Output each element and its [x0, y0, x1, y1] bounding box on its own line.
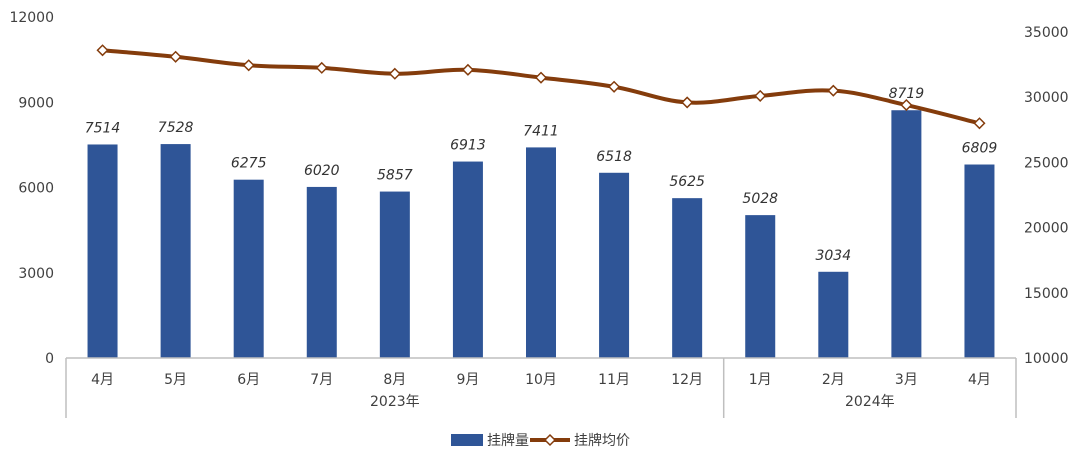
bar — [87, 144, 118, 358]
line-point-marker — [242, 59, 255, 72]
right-axis-tick-label: 20000 — [1024, 221, 1069, 237]
x-axis-category-label: 11月 — [598, 372, 630, 388]
x-axis-category-label: 12月 — [671, 372, 703, 388]
bar — [379, 191, 410, 358]
bar-value-label: 7411 — [523, 123, 559, 139]
bar-value-label: 5028 — [742, 191, 778, 207]
legend: 挂牌量 挂牌均价 — [451, 432, 630, 449]
right-axis-tick-label: 35000 — [1024, 25, 1069, 41]
line-series-path — [102, 48, 980, 126]
line-series — [96, 44, 986, 130]
bar-value-label: 7514 — [85, 120, 121, 136]
x-axis-category-label: 4月 — [968, 372, 991, 388]
x-axis-category-label: 4月 — [91, 372, 114, 388]
x-axis: 4月 5月 6月 7月 8月 9月 10月 11月 12月 1月 2月 3月 4月 2023年 2024年 — [65, 357, 1017, 418]
right-axis-tick-label: 25000 — [1024, 155, 1069, 171]
bar-value-label: 6518 — [596, 149, 632, 165]
line-point-marker — [534, 71, 548, 84]
bar-value-label: 6809 — [962, 141, 998, 157]
bar-value-label: 6275 — [231, 156, 267, 172]
bar — [160, 144, 191, 358]
x-axis-category-label: 5月 — [164, 372, 187, 388]
line-point-marker — [827, 84, 840, 97]
bar — [452, 161, 483, 358]
bar — [526, 147, 556, 358]
x-axis-category-label: 6月 — [237, 372, 260, 388]
bar-value-label: 8719 — [889, 86, 925, 102]
line-point-marker — [754, 89, 767, 102]
line-point-marker — [388, 67, 401, 80]
x-axis-group-label: 2023年 — [370, 394, 420, 410]
bar — [891, 110, 922, 359]
bar — [306, 186, 337, 358]
left-axis-tick-label: 3000 — [18, 266, 54, 282]
x-axis-category-label: 7月 — [310, 372, 333, 388]
bar — [745, 215, 776, 358]
left-axis-tick-label: 9000 — [18, 95, 54, 111]
line-point-marker — [315, 61, 328, 74]
line-point-marker — [973, 117, 986, 130]
bar — [672, 198, 703, 358]
bar-value-label: 5857 — [377, 168, 413, 184]
bar — [818, 271, 849, 358]
x-axis-category-label: 2月 — [822, 372, 845, 388]
x-axis-category-label: 1月 — [749, 372, 772, 388]
bar — [964, 164, 995, 358]
bar-value-label: 6020 — [304, 163, 340, 179]
bar-value-label: 6913 — [450, 138, 486, 154]
bar-value-label: 7528 — [158, 120, 194, 136]
line-point-marker — [681, 96, 694, 109]
line-point-marker — [461, 63, 474, 76]
x-axis-category-label: 8月 — [383, 372, 406, 388]
left-axis-tick-label: 0 — [45, 351, 54, 367]
bar-series — [87, 110, 995, 359]
line-point-marker — [96, 44, 109, 57]
legend-swatch-marker — [543, 433, 557, 447]
left-axis-tick-label: 6000 — [18, 181, 54, 197]
legend-label: 挂牌均价 — [574, 432, 630, 449]
left-axis-tick-label: 12000 — [9, 10, 54, 26]
right-axis-tick-label: 10000 — [1024, 351, 1069, 367]
x-axis-category-label: 3月 — [895, 372, 918, 388]
line-point-marker — [608, 80, 621, 93]
right-axis-ticks: 10000 15000 20000 25000 30000 35000 — [1024, 25, 1069, 367]
line-point-marker — [900, 98, 913, 112]
bar — [233, 179, 264, 358]
bar-data-labels: 7514 7528 6275 6020 5857 6913 7411 6518 5625 5028… — [85, 86, 998, 264]
line-point-marker — [169, 50, 182, 63]
left-axis-ticks: 0 3000 6000 9000 12000 — [9, 10, 54, 367]
x-axis-category-label: 9月 — [456, 372, 479, 388]
bar — [599, 172, 630, 358]
bar-value-label: 3034 — [815, 248, 851, 264]
legend-swatch-bar — [451, 434, 483, 446]
bar-value-label: 5625 — [669, 174, 705, 190]
legend-label: 挂牌量 — [487, 432, 529, 449]
x-axis-group-label: 2024年 — [845, 394, 895, 410]
right-axis-tick-label: 30000 — [1024, 90, 1069, 106]
right-axis-tick-label: 15000 — [1024, 286, 1069, 302]
x-axis-category-label: 10月 — [525, 372, 557, 388]
